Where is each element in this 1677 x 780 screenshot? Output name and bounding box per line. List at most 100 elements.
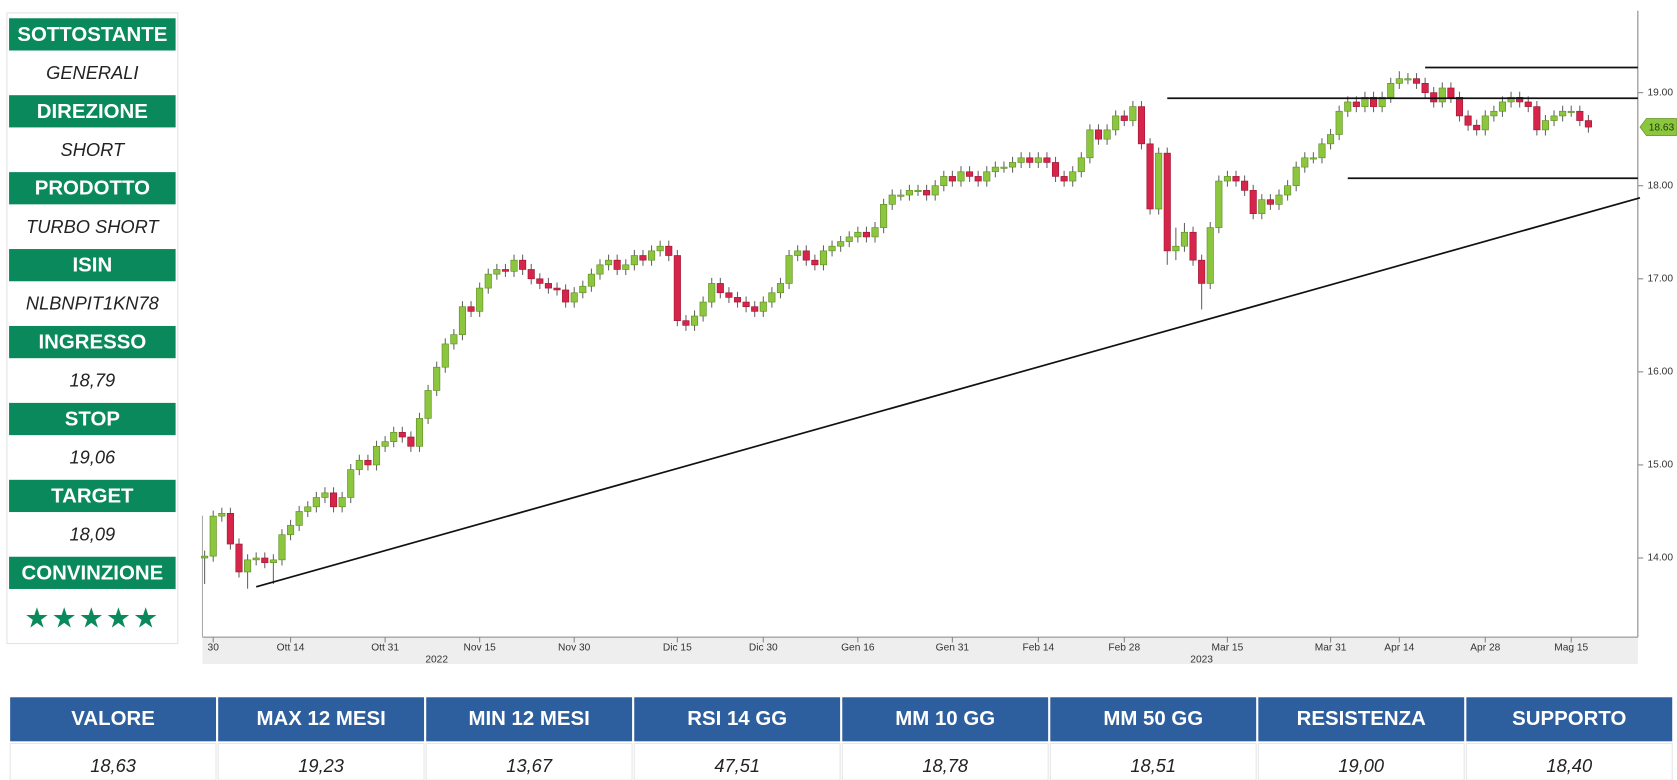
candle-body [1069, 171, 1077, 182]
candle-body [1060, 176, 1068, 182]
candle-body [862, 231, 870, 238]
table-header: SUPPORTO [1512, 708, 1626, 730]
y-tick-label: 14.00 [1648, 553, 1674, 564]
candle-body [948, 176, 956, 182]
panel-header-bg [9, 172, 176, 205]
candle-body [802, 250, 810, 261]
table-header: MIN 12 MESI [468, 708, 589, 730]
candle-body [553, 287, 561, 291]
candle-body [1026, 157, 1034, 163]
panel-header-bg [9, 18, 176, 51]
candle-body [304, 506, 312, 512]
candle-body [321, 492, 329, 498]
candle-body [630, 255, 638, 266]
x-tick-label: Feb 28 [1108, 643, 1140, 654]
candle-body [1000, 166, 1008, 169]
year-label: 2022 [425, 654, 448, 665]
candle-body [923, 190, 931, 196]
candle-body [1481, 115, 1489, 131]
candle-body [278, 534, 286, 561]
candle-body [1112, 115, 1120, 131]
candle-body [1490, 110, 1498, 117]
candle-body [742, 301, 750, 308]
table-cell-bg [425, 742, 633, 780]
candle-body [1103, 129, 1111, 140]
candle-body [699, 301, 707, 317]
candle-body [1077, 157, 1085, 173]
candle-body [244, 559, 252, 573]
candle-body [1576, 110, 1584, 121]
table-header-bg [1258, 697, 1465, 742]
candle-body [596, 264, 604, 275]
candle-body [287, 525, 295, 536]
candle-body [201, 555, 209, 559]
candle-body [880, 204, 888, 228]
table-value: 18,40 [1546, 755, 1592, 776]
candle-body [338, 497, 346, 508]
panel-header: TARGET [51, 485, 134, 507]
panel-header: STOP [65, 408, 120, 430]
candle-body [1533, 106, 1541, 131]
candle-body [1550, 115, 1558, 121]
candle-body [1584, 120, 1592, 128]
candle-body [570, 292, 578, 303]
candle-body [562, 289, 570, 303]
candle-body [957, 171, 965, 182]
candle-body [1541, 120, 1549, 131]
candle-body [1369, 96, 1378, 107]
candle-body [776, 283, 785, 294]
candle-body [991, 166, 999, 173]
x-tick-label: Feb 14 [1022, 643, 1054, 654]
candle-body [974, 176, 982, 182]
panel-header: SOTTOSTANTE [17, 24, 167, 46]
panel-value: TURBO SHORT [26, 216, 160, 237]
candle-body [1206, 227, 1214, 284]
table-header-bg [1050, 697, 1257, 742]
candle-body [312, 497, 320, 508]
table-value: 19,23 [298, 755, 344, 776]
candle-body [1034, 157, 1042, 163]
candle-body [1430, 92, 1438, 103]
y-tick-label: 15.00 [1648, 460, 1674, 471]
panel-header-bg [9, 95, 176, 128]
candle-body [871, 227, 879, 238]
candle-body [931, 185, 939, 196]
candle-body [407, 436, 415, 447]
candle-body [648, 250, 656, 261]
candle-body [441, 343, 449, 368]
y-tick-label: 17.00 [1648, 273, 1674, 284]
table-header-bg [10, 697, 217, 742]
panel-value: 18,79 [70, 370, 116, 391]
candle-body [347, 469, 355, 498]
candle-body [1473, 124, 1481, 131]
candle-body [613, 259, 621, 270]
candle-body [364, 459, 372, 466]
x-axis-strip [202, 637, 1638, 664]
candle-body [966, 171, 974, 177]
candle-body [467, 306, 475, 312]
candle-body [501, 269, 509, 272]
candle-body [1559, 110, 1567, 117]
candle-body [751, 306, 759, 312]
panel-header-bg [9, 402, 176, 436]
candle-body [476, 287, 484, 312]
candle-body [390, 432, 398, 442]
trend-line [255, 196, 1641, 588]
panel-value: GENERALI [46, 62, 138, 83]
panel-header-bg [9, 325, 176, 359]
candle-body [1249, 190, 1257, 214]
table-value: 19,00 [1338, 755, 1384, 776]
candle-body [398, 432, 406, 438]
table-value: 18,63 [90, 755, 136, 776]
panel-value: NLBNPIT1KN78 [26, 293, 160, 314]
candle-body [1464, 115, 1472, 126]
x-tick-label: Dic 30 [749, 643, 778, 654]
table-cell-bg [1465, 742, 1673, 780]
x-tick-label: 30 [208, 643, 220, 654]
table-header: MAX 12 MESI [256, 708, 385, 730]
candle-body [1344, 101, 1352, 112]
x-tick-label: Nov 15 [464, 643, 497, 654]
candle-body [226, 513, 234, 545]
candle-body [1516, 96, 1524, 103]
candle-body [1335, 110, 1343, 135]
